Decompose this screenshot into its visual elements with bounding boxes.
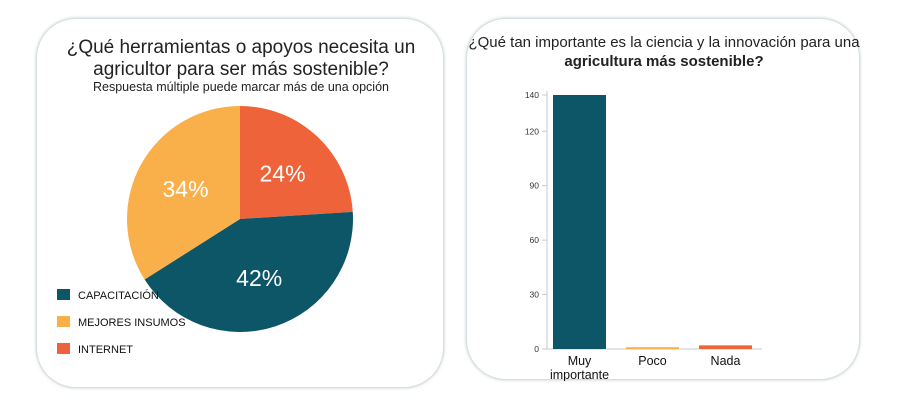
bar-poco [626,347,679,350]
bar-nada [699,345,752,349]
pie-slice-percent-label: 42% [236,265,282,291]
legend-swatch-internet [57,343,70,354]
pie-chart-card: ¿Qué herramientas o apoyos necesita un a… [36,18,444,388]
y-tick-label: 120 [525,126,539,136]
bar-chart-title-bold: agricultura más sostenible? [564,53,764,70]
bar-chart: 0 30 60 90 120 140 Muy importante Poco Nada [525,90,762,381]
legend-label-mejores-insumos: MEJORES INSUMOS [78,317,186,329]
legend-label-capacitacion: CAPACITACIÓN [78,289,159,302]
bar-chart-title-regular: ¿Qué tan importante es la ciencia y la i… [468,34,860,51]
x-tick-label-nada: Nada [711,354,741,368]
x-tick-label-poco: Poco [638,354,667,368]
legend-swatch-mejores-insumos [57,316,70,327]
pie-chart-title: ¿Qué herramientas o apoyos necesita un a… [66,37,416,80]
x-tick-label-muy-importante: Muy importante [550,354,609,381]
legend-label-internet: INTERNET [78,344,133,356]
pie-slice-percent-label: 24% [260,161,306,187]
bar-chart-title: ¿Qué tan importante es la ciencia y la i… [467,33,861,71]
y-tick-label: 0 [534,344,539,354]
bar-muy-importante [553,95,606,349]
y-tick-label: 30 [530,290,540,300]
pie-chart-subtitle: Respuesta múltiple puede marcar más de u… [92,80,389,94]
y-tick-label: 140 [525,90,539,100]
pie-slice-mejores-insumos [127,106,240,280]
y-tick-label: 90 [530,181,540,191]
bar-chart-card: ¿Qué tan importante es la ciencia y la i… [466,18,861,381]
pie-slice-capacitacion [144,211,353,332]
pie-slice-internet [240,106,353,219]
y-tick-label: 60 [530,235,540,245]
legend-swatch-capacitacion [57,289,70,300]
pie-slice-percent-label: 34% [163,176,209,202]
pie-chart: 24% 42% 34% CAPACITACIÓN MEJORES INSUMOS INTE… [57,106,353,356]
